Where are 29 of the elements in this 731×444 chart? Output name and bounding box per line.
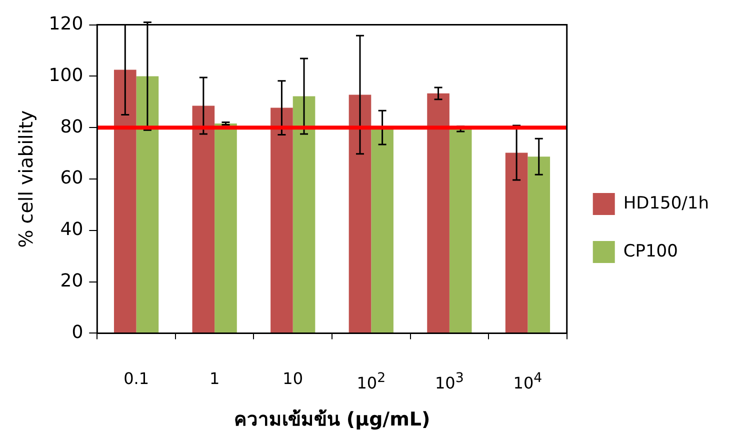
legend-label: HD150/1h — [623, 193, 709, 214]
legend-label: CP100 — [623, 241, 678, 262]
bar — [114, 70, 136, 333]
bar — [348, 94, 372, 333]
bar — [427, 93, 450, 333]
bar — [449, 128, 472, 333]
x-tick-label: 10$^{2}$ — [356, 370, 387, 394]
bar — [528, 156, 550, 333]
bar — [292, 96, 316, 333]
x-tick-label: 10$^{4}$ — [512, 370, 544, 394]
x-tick-label: 0.1 — [122, 369, 150, 390]
x-tick-label: 10 — [282, 369, 304, 390]
bar — [270, 108, 293, 333]
x-axis-title: ความเข้มข้น (µg/mL) — [234, 408, 430, 431]
x-tick-label: 10$^{3}$ — [434, 370, 465, 394]
y-axis-title: % cell viability — [15, 110, 38, 248]
y-tick-label: 100 — [48, 64, 84, 86]
y-tick-label: 0 — [72, 322, 84, 343]
bar — [192, 106, 215, 333]
y-tick-label: 20 — [60, 270, 84, 292]
y-tick-label: 80 — [60, 116, 84, 138]
bar — [371, 128, 394, 333]
y-tick-label: 40 — [60, 219, 84, 240]
bar — [136, 76, 159, 333]
y-tick-label: 60 — [60, 168, 84, 189]
x-tick-label: 1 — [208, 369, 221, 390]
y-tick-label: 120 — [48, 13, 84, 34]
bar — [505, 152, 528, 333]
bar — [214, 123, 237, 333]
